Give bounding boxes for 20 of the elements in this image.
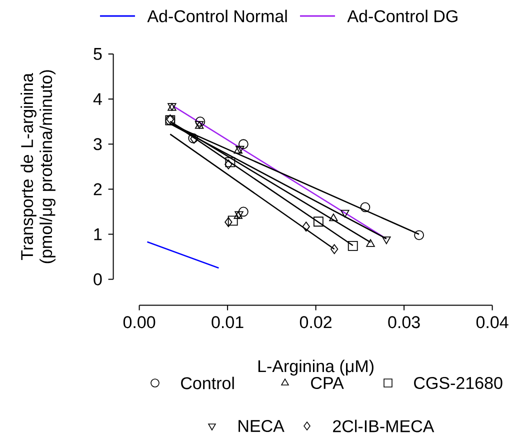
legend-label: Control [181, 376, 234, 390]
y-tick-label: 2 [94, 183, 102, 196]
legend-label: NECA [238, 420, 284, 432]
legend-label: Ad-Control DG [347, 10, 458, 22]
x-axis-title: L-Arginina (μM) [258, 360, 374, 376]
y-axis-title: Transporte de L-arginina (pmol/μg proteina/minuto) [20, 70, 56, 264]
y-tick-label: 1 [94, 228, 102, 240]
legend-label: Ad-Control Normal [147, 10, 287, 22]
y-tick-label: 4 [93, 93, 102, 105]
y-tick-label: 0 [94, 273, 102, 286]
x-tick-label: 0.01 [212, 316, 244, 328]
x-tick-label: 0.00 [123, 316, 156, 328]
legend-label: CGS-21680 [414, 376, 502, 390]
x-tick-label: 0.03 [388, 316, 420, 328]
x-tick-label: 0.02 [300, 316, 332, 328]
y-tick-label: 5 [94, 48, 102, 60]
legend-label: CPA [311, 376, 344, 390]
y-tick-label: 3 [94, 138, 102, 150]
x-tick-label: 0.04 [476, 316, 508, 328]
legend-label: 2Cl-IB-MECA [333, 420, 434, 432]
